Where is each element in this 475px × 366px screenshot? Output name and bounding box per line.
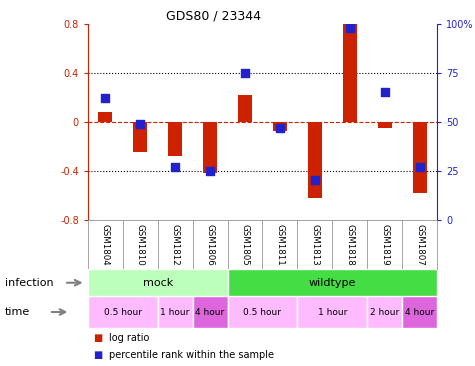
Bar (88, 296, 158, 328)
Point (416, 164, 423, 170)
Text: 0.5 hour: 0.5 hour (104, 307, 142, 317)
Text: ■: ■ (93, 333, 102, 343)
Text: GSM1812: GSM1812 (171, 224, 180, 265)
Bar (228, 269, 437, 296)
Text: 4 hour: 4 hour (195, 307, 225, 317)
Text: ■: ■ (93, 350, 102, 360)
Bar (308, 122, 322, 198)
Bar (203, 122, 217, 173)
Point (206, 168, 214, 173)
Bar (168, 122, 182, 156)
Text: 4 hour: 4 hour (405, 307, 434, 317)
Text: infection: infection (5, 278, 53, 288)
Text: 1 hour: 1 hour (318, 307, 347, 317)
Bar (402, 296, 437, 328)
Point (346, 25, 353, 31)
Bar (228, 296, 297, 328)
Bar (158, 296, 193, 328)
Text: 1 hour: 1 hour (161, 307, 190, 317)
Text: percentile rank within the sample: percentile rank within the sample (109, 350, 274, 360)
Text: 0.5 hour: 0.5 hour (243, 307, 281, 317)
Point (381, 89, 389, 95)
Bar (297, 296, 367, 328)
Point (241, 70, 249, 76)
Text: time: time (5, 307, 30, 317)
Point (171, 164, 179, 170)
Text: GDS80 / 23344: GDS80 / 23344 (166, 9, 261, 22)
Text: 2 hour: 2 hour (370, 307, 399, 317)
Text: GSM1818: GSM1818 (345, 224, 354, 265)
Text: GSM1811: GSM1811 (276, 224, 285, 265)
Bar (343, 21, 357, 122)
Bar (413, 122, 427, 193)
Text: GSM1819: GSM1819 (380, 224, 389, 265)
Point (276, 125, 284, 131)
Text: GSM1807: GSM1807 (415, 224, 424, 265)
Text: GSM1806: GSM1806 (206, 224, 215, 265)
Text: GSM1805: GSM1805 (240, 224, 249, 265)
Bar (98, 112, 112, 122)
Bar (367, 296, 402, 328)
Bar (273, 122, 287, 131)
Text: log ratio: log ratio (109, 333, 150, 343)
Bar (238, 95, 252, 122)
Bar (193, 296, 228, 328)
Point (136, 121, 144, 127)
Text: GSM1813: GSM1813 (310, 224, 319, 265)
Bar (88, 269, 228, 296)
Text: wildtype: wildtype (309, 278, 356, 288)
Text: GSM1804: GSM1804 (101, 224, 110, 265)
Bar (133, 122, 147, 152)
Bar (378, 122, 391, 128)
Text: GSM1810: GSM1810 (136, 224, 145, 265)
Point (311, 178, 319, 183)
Point (102, 95, 109, 101)
Text: mock: mock (142, 278, 173, 288)
